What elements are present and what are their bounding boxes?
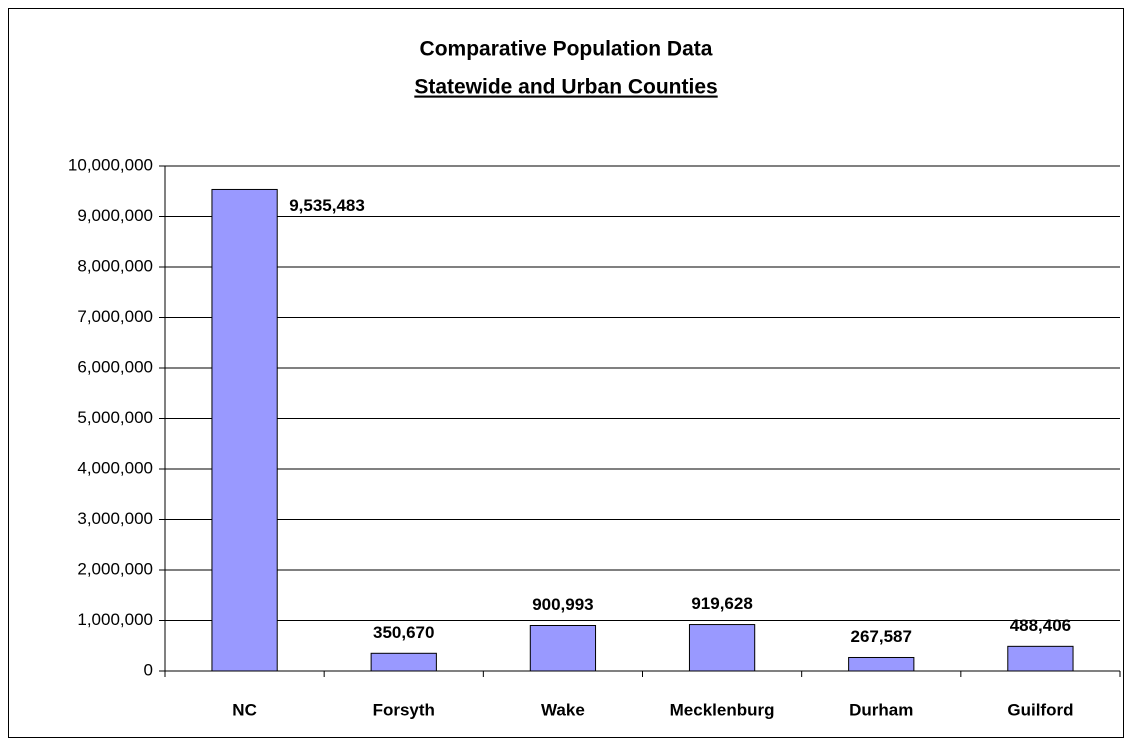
y-tick-label: 8,000,000 <box>77 256 153 275</box>
chart-subtitle: Statewide and Urban Counties <box>414 76 717 99</box>
chart-title: Comparative Population Data <box>420 38 713 61</box>
bar <box>529 624 597 672</box>
x-tick-label: Guilford <box>1007 700 1073 719</box>
x-tick-label: Wake <box>541 700 585 719</box>
bar <box>370 652 437 672</box>
y-tick-label: 2,000,000 <box>77 559 153 578</box>
y-tick-label: 9,000,000 <box>77 206 153 225</box>
x-tick-label: Forsyth <box>373 700 435 719</box>
x-tick-label: NC <box>232 700 257 719</box>
bar <box>688 624 756 672</box>
data-label: 350,670 <box>373 623 434 642</box>
y-tick-label: 1,000,000 <box>77 610 153 629</box>
chart-border <box>8 8 1124 738</box>
bar <box>211 188 278 672</box>
data-label: 9,535,483 <box>289 196 365 215</box>
y-tick-label: 0 <box>144 660 153 679</box>
y-tick-label: 10,000,000 <box>68 155 153 174</box>
y-tick-label: 3,000,000 <box>77 509 153 528</box>
bar <box>848 656 915 672</box>
y-tick-label: 5,000,000 <box>77 408 153 427</box>
y-tick-label: 4,000,000 <box>77 458 153 477</box>
data-label: 900,993 <box>532 595 593 614</box>
data-label: 488,406 <box>1010 616 1071 635</box>
data-label: 267,587 <box>851 627 912 646</box>
y-tick-label: 6,000,000 <box>77 357 153 376</box>
x-tick-label: Durham <box>849 700 913 719</box>
bar <box>1007 645 1074 672</box>
y-tick-label: 7,000,000 <box>77 307 153 326</box>
data-label: 919,628 <box>691 594 752 613</box>
x-tick-label: Mecklenburg <box>670 700 775 719</box>
